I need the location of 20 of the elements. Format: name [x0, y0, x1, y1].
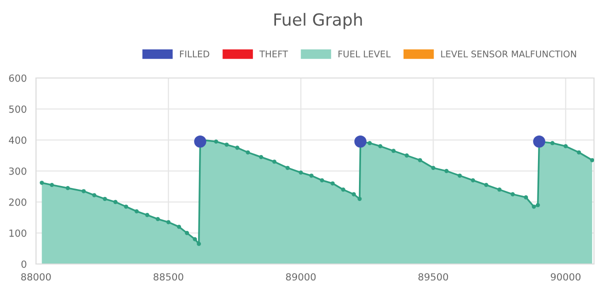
legend-label: LEVEL SENSOR MALFUNCTION	[441, 50, 576, 58]
chart-title: Fuel Graph	[274, 12, 362, 30]
y-tick-label: 100	[9, 229, 26, 237]
point	[194, 135, 206, 148]
point	[354, 135, 366, 148]
x-tick-label: 88500	[154, 273, 184, 281]
x-tick-label: 90000	[550, 273, 580, 281]
y-tick-label: 0	[21, 260, 26, 268]
y-tick-label: 200	[9, 198, 26, 206]
y-tick-label: 600	[9, 74, 26, 82]
y-tick-label: 300	[9, 167, 26, 175]
x-tick-label: 89500	[418, 273, 448, 281]
legend-label: FILLED	[180, 50, 210, 58]
legend-label: FUEL LEVEL	[338, 50, 391, 58]
y-tick-label: 400	[8, 136, 26, 144]
point	[533, 135, 546, 148]
legend-label: THEFT	[259, 50, 288, 58]
x-tick-label: 88000	[21, 273, 51, 281]
y-tick-label: 500	[9, 105, 26, 113]
x-tick-label: 89000	[286, 273, 316, 281]
